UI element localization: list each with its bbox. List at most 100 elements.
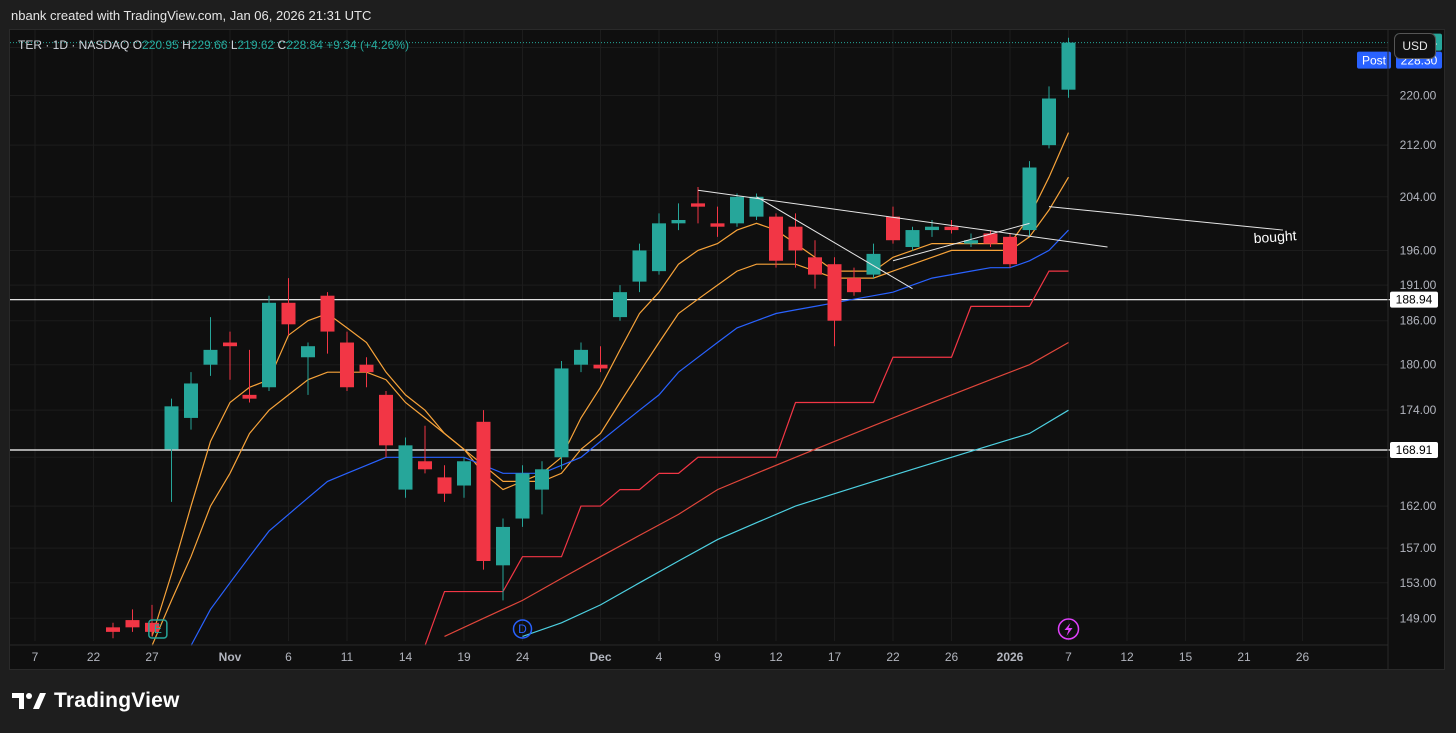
- event-marker-split: [1057, 618, 1080, 640]
- legend-close-label: C: [277, 38, 287, 52]
- candle-body: [925, 226, 939, 231]
- candle-body: [203, 349, 218, 365]
- candle: [788, 213, 803, 268]
- time-tick-label: 15: [1179, 650, 1193, 664]
- top-bar: nbank created with TradingView.com, Jan …: [0, 0, 1456, 30]
- candle-body: [398, 445, 413, 490]
- time-tick-label: 22: [886, 650, 900, 664]
- earnings-icon: [148, 619, 168, 639]
- price-tick-label: 157.00: [1400, 541, 1437, 555]
- candle-body: [242, 394, 257, 399]
- candle-body: [554, 368, 569, 458]
- plot-layer: [10, 30, 1393, 646]
- candle-body: [710, 223, 725, 227]
- candle: [281, 278, 296, 336]
- candle: [574, 342, 588, 373]
- chart-panel[interactable]: [9, 29, 1445, 670]
- candle-body: [1003, 236, 1017, 265]
- candle-body: [886, 216, 900, 241]
- candle-body: [164, 406, 179, 450]
- tradingview-logo-icon: [12, 693, 46, 709]
- price-tick-label: 196.00: [1400, 243, 1437, 257]
- candle: [223, 331, 237, 380]
- time-tick-label: 2026: [997, 650, 1024, 664]
- candle: [535, 461, 549, 515]
- candle: [359, 357, 374, 388]
- candle: [1061, 37, 1076, 98]
- candle-body: [944, 226, 959, 231]
- candle: [320, 292, 335, 354]
- brand-name: TradingView: [54, 689, 180, 712]
- legend-open: 220.95: [142, 38, 179, 52]
- candle: [496, 518, 510, 601]
- time-tick-label: 27: [145, 650, 159, 664]
- candle-body: [106, 627, 120, 632]
- candle: [125, 609, 140, 632]
- lightning-icon: [1064, 623, 1073, 636]
- candle-body: [379, 394, 393, 446]
- candle: [632, 243, 647, 293]
- time-tick-label: 26: [945, 650, 959, 664]
- time-tick-label: 7: [1065, 650, 1072, 664]
- candle-body: [1042, 98, 1056, 146]
- earnings-letter: E: [154, 622, 162, 636]
- candle-body: [184, 383, 198, 418]
- trend-line: [756, 196, 913, 290]
- candle: [1042, 86, 1056, 149]
- moving-average-line: [151, 132, 1070, 637]
- chart-credit: nbank created with TradingView.com, Jan …: [11, 8, 372, 23]
- currency-button[interactable]: USD: [1394, 33, 1436, 59]
- event-marker-dividend: D: [512, 619, 533, 639]
- candle-body: [730, 196, 744, 224]
- price-tick-label: 174.00: [1400, 403, 1437, 417]
- time-tick-label: 4: [656, 650, 663, 664]
- candle: [184, 372, 198, 430]
- candle: [652, 213, 666, 275]
- post-tag-label: Post: [1362, 54, 1387, 68]
- annotation-bought: bought: [1253, 227, 1297, 246]
- candle-body: [320, 295, 335, 332]
- legend-high: 229.66: [190, 38, 228, 52]
- candle: [379, 391, 393, 458]
- candle: [710, 206, 725, 237]
- brand: TradingView: [12, 689, 180, 713]
- post-tag-box: [1357, 51, 1391, 69]
- legend-high-label: H: [182, 38, 191, 52]
- time-tick-label: 6: [285, 650, 292, 664]
- price-tick-label: 220.00: [1400, 88, 1437, 102]
- time-tick-label: 9: [714, 650, 721, 664]
- candle: [398, 437, 413, 498]
- price-box-label: 188.94: [1396, 293, 1433, 307]
- candle-body: [340, 342, 354, 388]
- candle-body: [457, 461, 471, 486]
- candle: [983, 230, 998, 248]
- candle: [944, 219, 959, 234]
- legend-low-label: L: [230, 38, 238, 52]
- candle: [613, 285, 627, 321]
- price-tick-label: 149.00: [1400, 611, 1437, 625]
- candle-body: [983, 233, 998, 244]
- price-tick-label: 212.00: [1400, 138, 1437, 152]
- time-tick-label: Dec: [589, 650, 611, 664]
- candle-body: [1061, 42, 1076, 90]
- candle-body: [281, 302, 296, 325]
- candle-body: [788, 226, 803, 251]
- time-tick-label: 12: [769, 650, 783, 664]
- legend-close: 228.84: [286, 38, 323, 52]
- candle-body: [808, 257, 822, 275]
- price-tick-label: 180.00: [1400, 358, 1437, 372]
- legend-low: 219.62: [237, 38, 275, 52]
- legend-open-label: O: [132, 38, 143, 52]
- candle: [203, 317, 218, 376]
- price-tick-label: 186.00: [1400, 314, 1437, 328]
- price-tick-label: 153.00: [1400, 576, 1437, 590]
- time-tick-label: 22: [87, 650, 101, 664]
- dividend-letter: D: [518, 622, 527, 636]
- candle: [905, 226, 920, 251]
- candle-body: [769, 216, 783, 261]
- candle-body: [847, 278, 861, 293]
- moving-average-line: [190, 229, 1069, 646]
- candle: [769, 213, 783, 268]
- candle-body: [866, 253, 881, 275]
